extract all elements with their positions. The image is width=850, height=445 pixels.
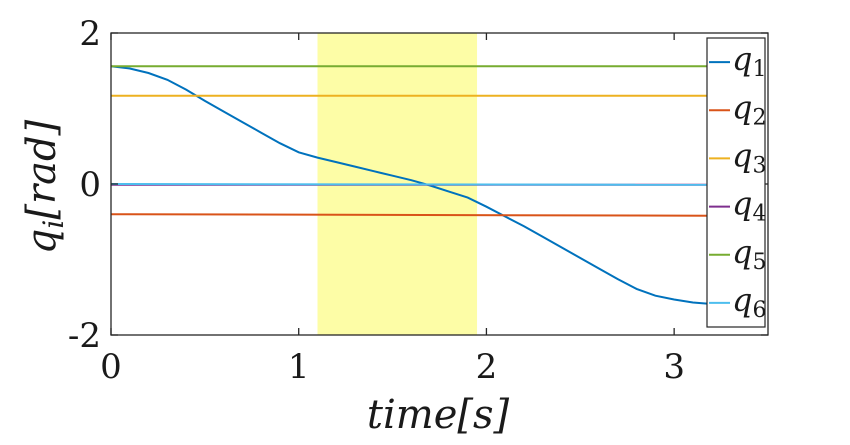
y-tick-label: -2	[68, 316, 101, 356]
legend-label-q2: q2	[732, 88, 766, 130]
legend-label-q1: q1	[732, 40, 766, 82]
x-axis-label: time[s]	[367, 392, 510, 438]
axes: 0 1 2 3-202	[68, 14, 769, 387]
legend-label-q6: q6	[732, 281, 766, 323]
x-tick-label: 1	[288, 347, 310, 387]
legend-label-q3: q3	[732, 136, 766, 178]
legend-box	[706, 37, 766, 328]
y-axis-label: qi[rad]	[19, 119, 70, 254]
legend-label-q4: q4	[732, 185, 766, 227]
y-tick-label: 0	[79, 165, 101, 205]
x-tick-label: 0	[100, 347, 122, 387]
series-line-q6	[110, 183, 712, 186]
x-tick-label: 3	[663, 347, 685, 387]
series-line-q1	[110, 65, 712, 305]
legend-label-q5: q5	[732, 233, 766, 275]
x-tick-label: 2	[476, 347, 498, 387]
plot-area	[110, 33, 712, 335]
series-line-q2	[110, 213, 712, 217]
legend: q1 q2 q3 q4 q5 q6	[706, 37, 766, 328]
y-tick-label: 2	[79, 14, 101, 54]
